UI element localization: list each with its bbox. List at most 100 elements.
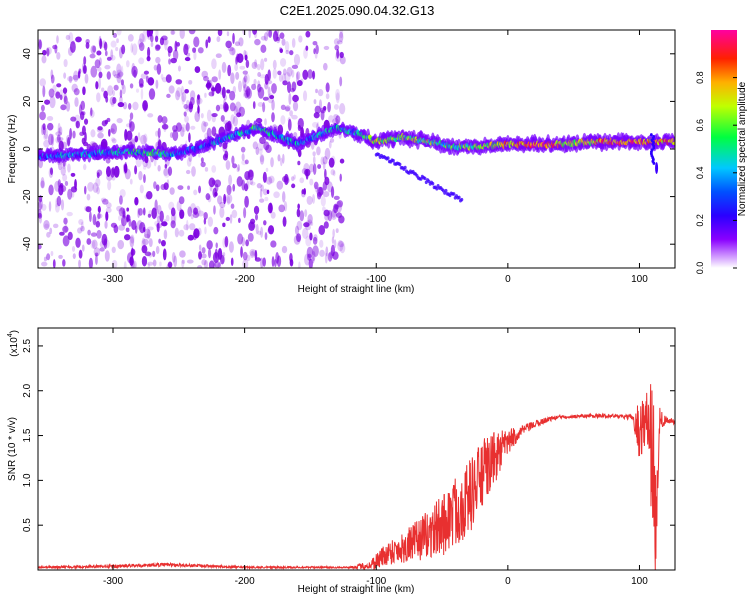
noise-speckle [160,73,164,80]
snr-multiplier-close: ) [9,330,20,333]
noise-speckle [179,250,186,258]
noise-speckle [264,81,269,90]
noise-speckle [255,213,258,221]
noise-speckle [218,69,222,80]
noise-speckle [96,92,101,103]
noise-speckle [263,57,268,62]
noise-speckle [329,250,334,259]
noise-speckle [119,195,123,205]
noise-speckle [335,88,341,101]
noise-speckle [245,59,250,69]
noise-speckle [153,64,158,71]
noise-speckle [118,47,123,59]
y-tick-label: 0 [22,146,33,152]
noise-speckle [253,30,258,39]
noise-speckle [230,257,234,267]
noise-speckle [88,257,93,268]
noise-speckle [334,44,340,51]
noise-speckle [323,221,329,229]
noise-speckle [97,213,103,219]
noise-speckle [252,101,256,109]
noise-speckle [97,132,104,139]
noise-speckle [62,235,70,247]
noise-speckle [304,209,308,217]
noise-speckle [70,116,77,122]
noise-speckle [90,239,96,249]
noise-speckle [160,239,166,247]
noise-speckle [172,129,179,142]
noise-speckle [222,153,228,161]
noise-speckle [251,83,257,91]
noise-speckle [242,77,247,89]
signal-tail [435,186,439,191]
noise-speckle [281,38,286,46]
noise-speckle [307,253,312,261]
noise-speckle [305,224,311,231]
noise-speckle [68,32,74,44]
noise-speckle [279,32,285,40]
noise-speckle [154,35,159,43]
noise-speckle [244,54,248,61]
noise-speckle [259,136,266,145]
noise-speckle [64,180,69,187]
noise-speckle [60,199,65,211]
noise-speckle [43,139,50,148]
signal-tail [460,197,464,202]
noise-speckle [185,99,190,111]
noise-speckle [157,135,161,148]
x-tick-label: -100 [366,274,386,285]
noise-speckle [335,115,341,125]
snr-multiplier: (x104) [7,330,20,357]
noise-speckle [48,88,55,98]
noise-speckle [226,31,230,37]
noise-speckle [118,215,122,221]
noise-speckle [231,47,235,56]
noise-speckle [223,193,227,205]
snr-xlabel: Height of straight line (km) [298,584,415,595]
noise-speckle [298,261,301,268]
noise-speckle [154,199,158,211]
noise-speckle [75,120,79,129]
noise-speckle [91,239,98,250]
noise-speckle [186,157,192,167]
noise-speckle [140,73,148,80]
noise-speckle [43,133,49,141]
noise-speckle [203,259,209,268]
noise-speckle [230,72,235,85]
noise-speckle [193,207,199,215]
noise-speckle [52,259,56,268]
snr-ylabel: SNR (10 * v/v) [7,417,18,481]
noise-speckle [105,96,109,103]
noise-speckle [200,161,206,168]
noise-speckle [119,95,123,105]
noise-speckle [122,164,127,169]
noise-speckle [251,250,256,256]
noise-speckle [83,56,87,66]
noise-speckle [116,72,122,84]
noise-speckle [193,36,200,48]
noise-speckle [198,244,202,252]
noise-speckle [238,37,244,47]
noise-speckle [141,255,148,267]
noise-speckle [152,250,156,258]
noise-speckle [184,115,189,123]
noise-speckle [39,78,47,87]
noise-speckle [168,58,171,65]
noise-speckle [128,218,132,228]
noise-speckle [232,163,238,169]
noise-speckle [339,76,343,87]
noise-speckle [67,136,71,147]
noise-speckle [328,157,335,168]
noise-speckle [75,36,82,43]
noise-speckle [166,179,170,187]
noise-speckle [106,56,112,61]
noise-speckle [122,207,126,218]
noise-speckle [248,221,255,232]
noise-speckle [71,246,76,252]
noise-speckle [131,62,136,75]
noise-speckle [258,148,263,155]
colorbar-tick-label: 0.2 [695,214,705,227]
noise-speckle [239,65,246,70]
noise-speckle [213,226,219,235]
